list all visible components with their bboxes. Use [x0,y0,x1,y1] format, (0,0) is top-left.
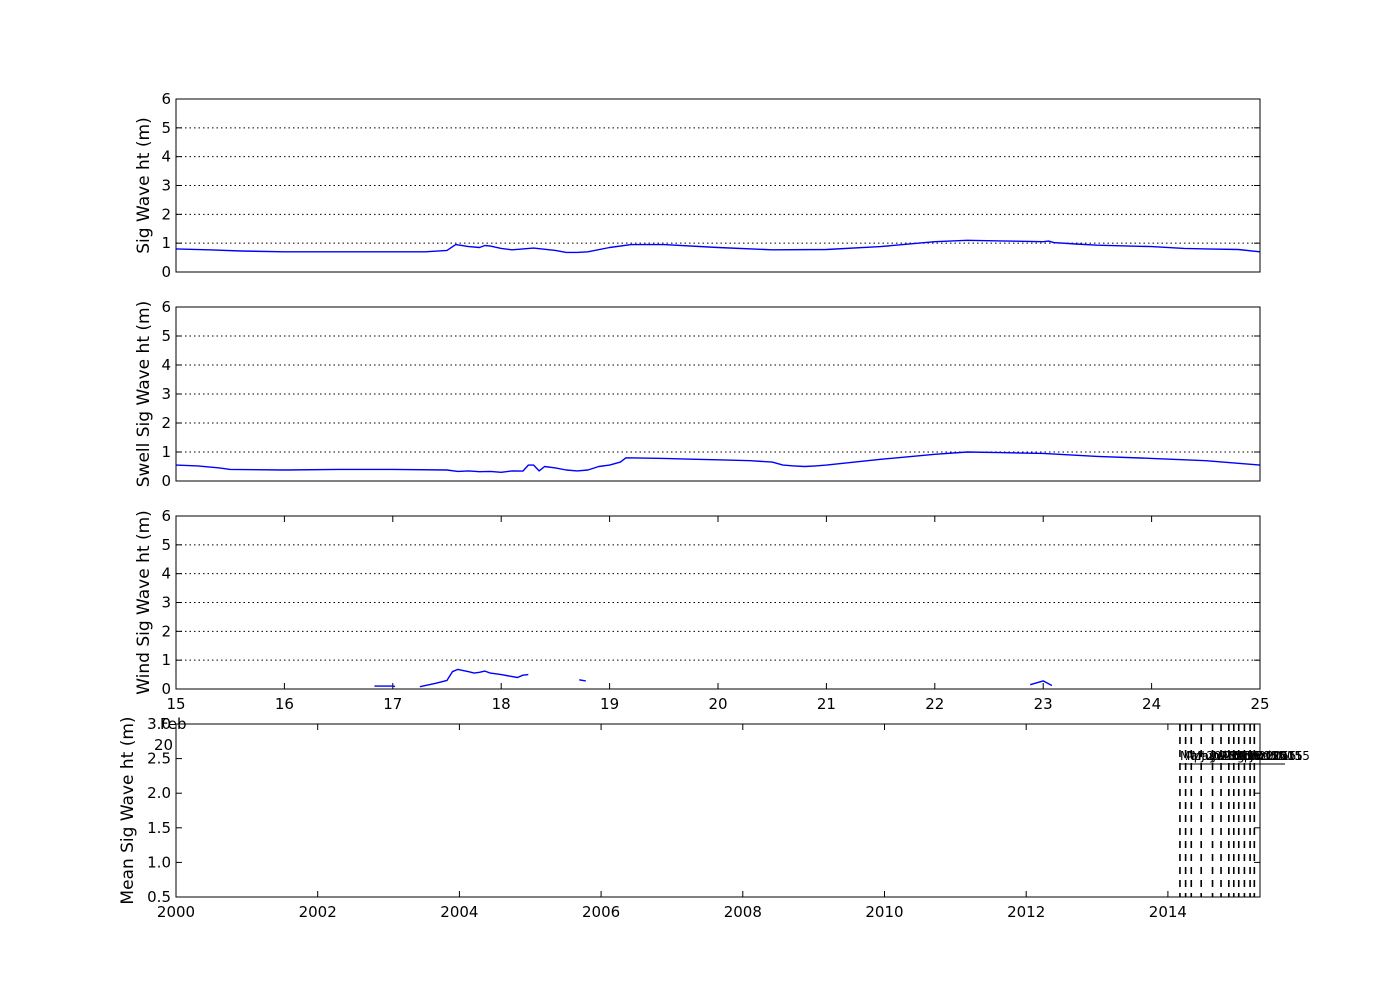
y-tick-label: 3 [161,594,171,612]
y-tick-label: 4 [161,356,171,374]
x-tick-label: 2014 [1149,903,1187,921]
x-tick-label: 15 [166,695,185,713]
y-axis-label: Swell Sig Wave ht (m) [134,301,154,487]
event-annotation: Aug 2015 [1221,749,1279,763]
y-tick-label: 4 [161,148,171,166]
axes-frame [175,306,1261,482]
y-tick-label: 3 [161,177,171,195]
y-tick-label: 5 [161,327,171,345]
y-axis-label: Sig Wave ht (m) [134,117,154,253]
y-tick-label: 1 [161,651,171,669]
x-tick-label: 18 [492,695,511,713]
x-tick-label: 2008 [724,903,762,921]
y-tick-label: 1 [161,443,171,461]
x-tick-label: 2002 [299,903,337,921]
event-annotation: Jun 2015 [1200,749,1254,763]
y-tick-label: 3.0 [147,715,171,733]
event-annotation: Dec 2015 [1244,749,1302,763]
y-tick-label: 0 [161,680,171,698]
x-tick-label: 23 [1034,695,1053,713]
x-tick-label: 24 [1142,695,1161,713]
x-tick-label: 21 [817,695,836,713]
x-tick-label: 2012 [1007,903,1045,921]
x-tick-label: 2006 [582,903,620,921]
event-annotation: Feb 2015 [1254,749,1310,763]
y-tick-label: 6 [161,298,171,316]
y-tick-label: 1.0 [147,853,171,871]
x-axis-month-label: Feb [160,715,187,733]
y-tick-label: 2.0 [147,784,171,802]
x-tick-label: 19 [600,695,619,713]
y-tick-label: 2 [161,622,171,640]
event-annotation: Jan 2015 [1249,749,1303,763]
y-tick-label: 1.5 [147,819,171,837]
axes-frame [175,515,1261,690]
y-tick-label: 3 [161,385,171,403]
data-line [579,679,586,682]
x-tick-label: 2010 [865,903,903,921]
x-tick-label: 20 [708,695,727,713]
y-tick-label: 0.5 [147,888,171,906]
x-tick-label: 16 [275,695,294,713]
axes-frame [175,98,1261,273]
event-annotation: Jul 2015 [1212,749,1262,763]
event-annotation: Sep 2015 [1229,749,1286,763]
y-axis-label: Wind Sig Wave ht (m) [134,510,154,695]
y-tick-label: 5 [161,119,171,137]
y-tick-label: 4 [161,565,171,583]
data-line [175,451,1261,473]
y-tick-label: 0 [161,472,171,490]
y-tick-label: 0 [161,263,171,281]
data-line [419,668,529,688]
data-line [175,239,1261,254]
y-tick-label: 5 [161,536,171,554]
x-tick-label: 17 [383,695,402,713]
sig-wave-panel: 0 1 2 3 4 5 6 Sig Wave ht (m) [134,90,1261,281]
y-tick-label: 2 [161,205,171,223]
axes-frame [175,723,1261,898]
x-tick-label: 25 [1250,695,1269,713]
event-annotation: May 2015 [1191,749,1250,763]
y-tick-label: 6 [161,507,171,525]
y-tick-label: 6 [161,90,171,108]
event-annotation: Nov 2015 [1239,749,1297,763]
data-line [1030,680,1053,687]
mean-sig-wave-panel: 0.5 1.0 1.5 2.0 2.5 3.0 2000 2002 2004 2006 2008 20… [118,715,1310,921]
y-tick-label: 2.5 [147,750,171,768]
x-axis-year-label: 20 [154,736,173,754]
y-tick-label: 2 [161,414,171,432]
x-tick-label: 2000 [157,903,195,921]
event-annotation: Apr 2015 [1186,749,1241,763]
y-tick-label: 1 [161,234,171,252]
x-tick-label: 2004 [440,903,478,921]
y-axis-label: Mean Sig Wave ht (m) [118,716,138,904]
swell-sig-wave-panel: 0 1 2 3 4 5 6 Swell Sig Wave ht (m) [134,298,1261,490]
event-annotation: Mar 2015 [1180,749,1237,763]
x-tick-label: 22 [925,695,944,713]
event-annotation: Oct 2015 [1234,749,1289,763]
